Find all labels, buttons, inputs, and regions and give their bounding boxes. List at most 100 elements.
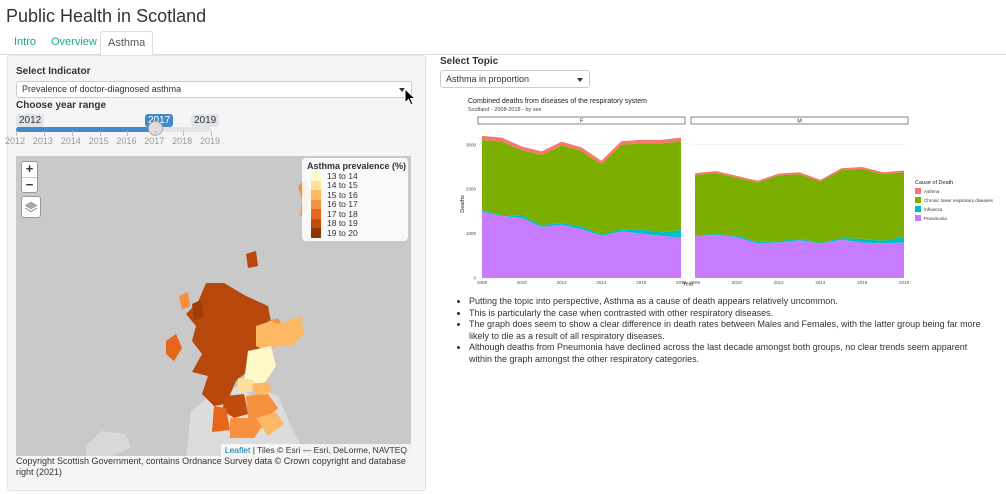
topic-label: Select Topic bbox=[440, 56, 499, 67]
tab-intro[interactable]: Intro bbox=[14, 36, 37, 48]
layers-icon bbox=[24, 201, 38, 213]
area-asthma bbox=[482, 135, 681, 165]
topic-select-value: Asthma in proportion bbox=[446, 74, 530, 84]
x-tick-label: 2014 bbox=[815, 280, 826, 285]
chart-title: Combined deaths from diseases of the res… bbox=[468, 98, 647, 105]
legend-key bbox=[915, 197, 921, 203]
slider-tick bbox=[16, 131, 17, 136]
x-tick-label: 2010 bbox=[517, 280, 528, 285]
area-chronic-lower-respiratory-diseases bbox=[482, 139, 681, 235]
indicator-select-value: Prevalence of doctor-diagnosed asthma bbox=[22, 84, 182, 94]
chevron-down-icon bbox=[399, 88, 405, 92]
map-region-fife[interactable] bbox=[252, 382, 272, 396]
legend-label: 18 to 19 bbox=[327, 218, 358, 229]
area-influenza bbox=[695, 234, 904, 244]
map-region-orkney[interactable] bbox=[246, 251, 258, 268]
legend-label: 16 to 17 bbox=[327, 199, 358, 210]
area-influenza bbox=[482, 210, 681, 239]
map-region-tayside[interactable] bbox=[244, 346, 276, 384]
y-tick-label: 1000 bbox=[466, 231, 477, 236]
slider-tick-label: 2016 bbox=[116, 136, 137, 146]
map-region-western-isles[interactable] bbox=[179, 292, 190, 310]
legend-label: 17 to 18 bbox=[327, 208, 358, 219]
map-region-glasgow[interactable] bbox=[222, 394, 248, 418]
slider-tick-label: 2014 bbox=[60, 136, 81, 146]
map-attribution: Leaflet | Tiles © Esri — Esri, DeLorme, … bbox=[220, 444, 411, 456]
x-tick-label: 2014 bbox=[596, 280, 607, 285]
y-tick-label: 3000 bbox=[466, 142, 477, 147]
area-pneumonia bbox=[482, 211, 681, 278]
area-pneumonia bbox=[695, 234, 904, 278]
year-slider-track[interactable] bbox=[16, 127, 211, 132]
legend-item: 19 to 20 bbox=[307, 228, 403, 238]
legend-rows: 13 to 14 14 to 15 15 to 16 16 to 17 17 to 18… bbox=[307, 171, 403, 238]
legend-label: Influenza bbox=[924, 207, 943, 212]
mouse-cursor-icon bbox=[404, 88, 416, 106]
legend-label: Pneumonia bbox=[924, 216, 947, 221]
legend-item: 13 to 14 bbox=[307, 171, 403, 181]
legend-swatch bbox=[311, 228, 321, 238]
x-axis-label: Year bbox=[682, 282, 693, 287]
year-slider-fill bbox=[16, 127, 156, 132]
map-region-aberdeen[interactable] bbox=[278, 316, 304, 346]
year-range-label: Choose year range bbox=[16, 100, 107, 111]
legend-item: 16 to 17 bbox=[307, 199, 403, 210]
insight-item: The graph does seem to show a clear diff… bbox=[469, 319, 985, 342]
legend-item: 17 to 18 bbox=[307, 209, 403, 219]
map-region-islands-west[interactable] bbox=[192, 300, 204, 321]
slider-tick-label: 2012 bbox=[5, 136, 26, 146]
map-regions bbox=[86, 178, 310, 456]
zoom-out-button[interactable]: − bbox=[22, 177, 37, 192]
slider-tick-label: 2017 bbox=[144, 136, 165, 146]
chevron-down-icon bbox=[577, 78, 583, 82]
slider-tick bbox=[211, 131, 212, 136]
tab-overview[interactable]: Overview bbox=[51, 36, 97, 48]
map-region-forth-valley[interactable] bbox=[238, 378, 254, 392]
facet-strip bbox=[477, 116, 686, 125]
map-region-highland[interactable] bbox=[186, 283, 274, 406]
slider-tick-label: 2013 bbox=[32, 136, 53, 146]
y-tick-label: 0 bbox=[473, 276, 476, 281]
x-tick-label: 2010 bbox=[732, 280, 743, 285]
insights-list: Putting the topic into perspective, Asth… bbox=[455, 296, 985, 365]
map-copyright: Copyright Scottish Government, contains … bbox=[16, 456, 406, 477]
slider-tick-label: 2018 bbox=[172, 136, 193, 146]
slider-tick bbox=[155, 131, 157, 136]
facet-label: F bbox=[580, 119, 584, 125]
map-region-aberdeenshire[interactable] bbox=[256, 321, 278, 351]
tab-bar: Intro Overview Asthma bbox=[0, 31, 1006, 56]
y-axis-label: Deaths bbox=[460, 195, 466, 213]
map-legend: Asthma prevalence (%) 13 to 14 14 to 15 15… bbox=[302, 158, 408, 241]
legend-swatch bbox=[311, 180, 321, 190]
zoom-in-button[interactable]: + bbox=[25, 161, 34, 176]
x-tick-label: 2012 bbox=[557, 280, 568, 285]
chart-subtitle: Scotland - 2008-2018 - by sex bbox=[468, 107, 542, 113]
indicator-select[interactable]: Prevalence of doctor-diagnosed asthma bbox=[16, 81, 412, 98]
area-chronic-lower-respiratory-diseases bbox=[695, 168, 904, 243]
legend-swatch bbox=[311, 209, 321, 219]
x-tick-label: 2008 bbox=[690, 280, 701, 285]
x-tick-label: 2018 bbox=[899, 280, 910, 285]
legend-item: 15 to 16 bbox=[307, 190, 403, 200]
legend-key bbox=[915, 206, 921, 212]
x-tick-label: 2008 bbox=[477, 280, 488, 285]
map-region-argyll-islands[interactable] bbox=[166, 334, 182, 361]
layers-button[interactable] bbox=[21, 196, 41, 218]
map-region-borders[interactable] bbox=[256, 412, 284, 436]
map-region-dumfries[interactable] bbox=[230, 418, 264, 438]
slider-tick bbox=[43, 131, 45, 136]
legend-key bbox=[915, 215, 921, 221]
facet-strip bbox=[690, 116, 909, 125]
asthma-map[interactable]: + − Asthma prevalence (%) 13 to 14 14 to … bbox=[16, 156, 411, 456]
tiles-attribution: | Tiles © Esri — Esri, DeLorme, NAVTEQ bbox=[250, 445, 407, 455]
topic-select[interactable]: Asthma in proportion bbox=[440, 70, 590, 88]
leaflet-link[interactable]: Leaflet bbox=[224, 445, 251, 455]
x-tick-label: 2016 bbox=[636, 280, 647, 285]
x-tick-label: 2012 bbox=[774, 280, 785, 285]
slider-tick-label: 2015 bbox=[88, 136, 109, 146]
tab-asthma[interactable]: Asthma bbox=[100, 31, 154, 56]
insight-item: Although deaths from Pneumonia have decl… bbox=[469, 342, 985, 365]
legend-title: Asthma prevalence (%) bbox=[307, 161, 407, 171]
map-region-ayrshire[interactable] bbox=[212, 406, 230, 432]
chart-svg: Combined deaths from diseases of the res… bbox=[460, 98, 994, 288]
